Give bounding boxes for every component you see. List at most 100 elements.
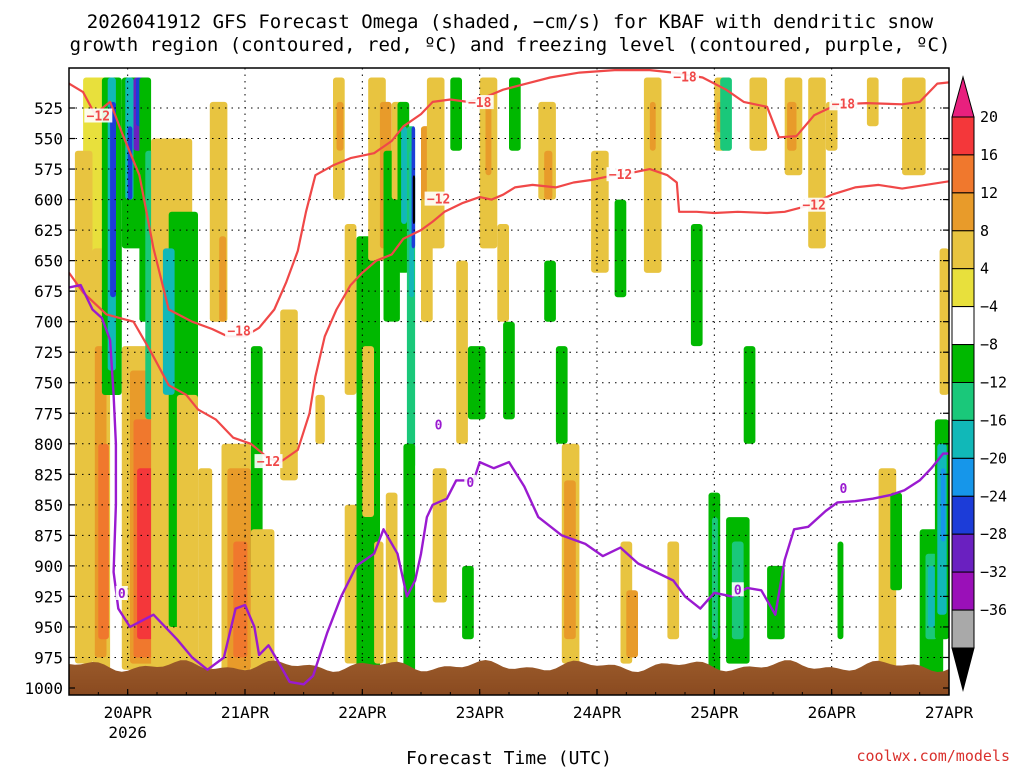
omega-cell: [787, 101, 797, 151]
x-tick-label: 23APR: [456, 703, 505, 722]
contour-label-zero-bg: [432, 417, 445, 432]
y-tick-label: 925: [34, 587, 63, 606]
omega-cell: [649, 101, 656, 151]
colorbar-segment: [951, 457, 975, 497]
omega-cell: [866, 77, 879, 127]
omega-cell: [591, 150, 609, 273]
contour-label-minus12: −12: [87, 110, 110, 125]
omega-cell: [626, 590, 638, 658]
omega-cell: [643, 77, 662, 273]
contour-label-minus18-bg: [829, 96, 858, 111]
y-tick-label: 625: [34, 221, 63, 240]
x-tick-label: 24APR: [573, 703, 622, 722]
omega-cell: [462, 565, 474, 640]
freezing-contour: [69, 283, 949, 686]
omega-cell: [401, 126, 407, 224]
omega-cell: [564, 480, 576, 640]
omega-cell: [667, 541, 680, 640]
dendritic-contour-−18: [69, 69, 949, 338]
omega-cell: [98, 443, 109, 640]
chart-title-line-2: growth region (contoured, red, ºC) and f…: [70, 34, 951, 56]
y-tick-label: 850: [34, 496, 63, 515]
terrain-band: [69, 660, 949, 695]
omega-cell: [555, 346, 568, 444]
contour-label-zero-bg: [731, 582, 744, 597]
contour-label-zero-bg: [837, 481, 850, 495]
omega-cell: [344, 224, 357, 395]
omega-cell: [544, 150, 553, 200]
omega-cell: [362, 346, 374, 517]
colorbar-tick-label: 8: [980, 222, 989, 240]
omega-cell: [614, 199, 627, 298]
omega-cell: [456, 260, 468, 444]
omega-cell: [749, 77, 768, 151]
colorbar-tick-label: 16: [980, 146, 998, 164]
omega-cell: [374, 541, 384, 664]
colorbar-segment: [951, 419, 975, 459]
omega-cell: [137, 468, 154, 640]
y-tick-label: 675: [34, 282, 63, 301]
colorbar: 20 16 12 8 4 −4 −8 −12 −16 −20 −24 −28 −32 −36: [951, 75, 1007, 692]
x-tick-label: 22APR: [338, 703, 387, 722]
contour-label-minus18: −18: [468, 96, 492, 111]
y-tick-label: 1000: [24, 679, 63, 698]
colorbar-segment: [951, 495, 975, 535]
contour-label-zero: 0: [118, 587, 126, 602]
contour-label-zero: 0: [734, 583, 742, 598]
y-tick-label: 950: [34, 618, 63, 637]
omega-cell: [503, 321, 515, 420]
omega-cell: [720, 77, 732, 151]
colorbar-tick-label: −32: [980, 563, 1007, 581]
contour-label-minus12: −12: [257, 455, 280, 470]
omega-cell: [233, 541, 248, 658]
plot-area: −12 −18 −12 −12 −18 −12 −18 −12 −18 0 0 0 0 0: [68, 67, 950, 696]
omega-cell: [176, 394, 198, 670]
y-tick-label: 825: [34, 465, 63, 484]
y-tick-label: 575: [34, 160, 63, 179]
y-tick-label: 550: [34, 130, 63, 149]
contour-label-zero: 0: [435, 419, 443, 434]
dendritic-contour-−12: [69, 168, 949, 464]
contour-label-minus18: −18: [673, 71, 697, 86]
omega-cell: [74, 150, 93, 664]
contour-lines: [69, 69, 949, 686]
colorbar-segment: [951, 344, 975, 384]
contour-label-minus12: −12: [427, 193, 450, 208]
colorbar-segment: [951, 533, 975, 573]
y-tick-label: 725: [34, 343, 63, 362]
x-tick-label: 25APR: [690, 703, 739, 722]
credit-text: coolwx.com/models: [856, 747, 1010, 765]
colorbar-tick-label: −4: [980, 298, 998, 316]
colorbar-segment: [951, 230, 975, 270]
colorbar-segment: [951, 116, 975, 156]
y-tick-label: 900: [34, 557, 63, 576]
omega-cell: [467, 346, 486, 420]
x-tick-label: 20APR: [104, 703, 153, 722]
contour-label-minus12-bg: [424, 191, 453, 206]
contour-label-zero: 0: [839, 482, 847, 497]
colorbar-segment: [951, 268, 975, 308]
omega-cell: [336, 101, 344, 151]
colorbar-tick-label: −36: [980, 601, 1007, 619]
omega-cell: [825, 101, 838, 151]
colorbar-segment: [951, 382, 975, 421]
omega-cell: [743, 346, 756, 444]
contour-label-zero-bg: [464, 474, 477, 489]
colorbar-tick-label: 12: [980, 184, 998, 202]
omega-cell: [509, 77, 521, 151]
contour-label-minus12-bg: [800, 197, 829, 212]
contour-label-minus18-bg: [671, 69, 699, 84]
grid-lines: [69, 68, 949, 695]
omega-cell: [198, 468, 213, 676]
colorbar-tick-label: 4: [980, 260, 989, 278]
x-tick-label: 27APR: [925, 703, 974, 722]
x-tick-label: 26APR: [808, 703, 857, 722]
omega-cell: [219, 236, 227, 322]
omega-cell: [808, 77, 826, 249]
contour-label-minus12-bg: [606, 167, 635, 182]
contour-label-minus18-bg: [225, 323, 254, 338]
y-tick-label: 750: [34, 374, 63, 393]
y-tick-label: 600: [34, 191, 63, 210]
omega-cell: [344, 504, 360, 664]
